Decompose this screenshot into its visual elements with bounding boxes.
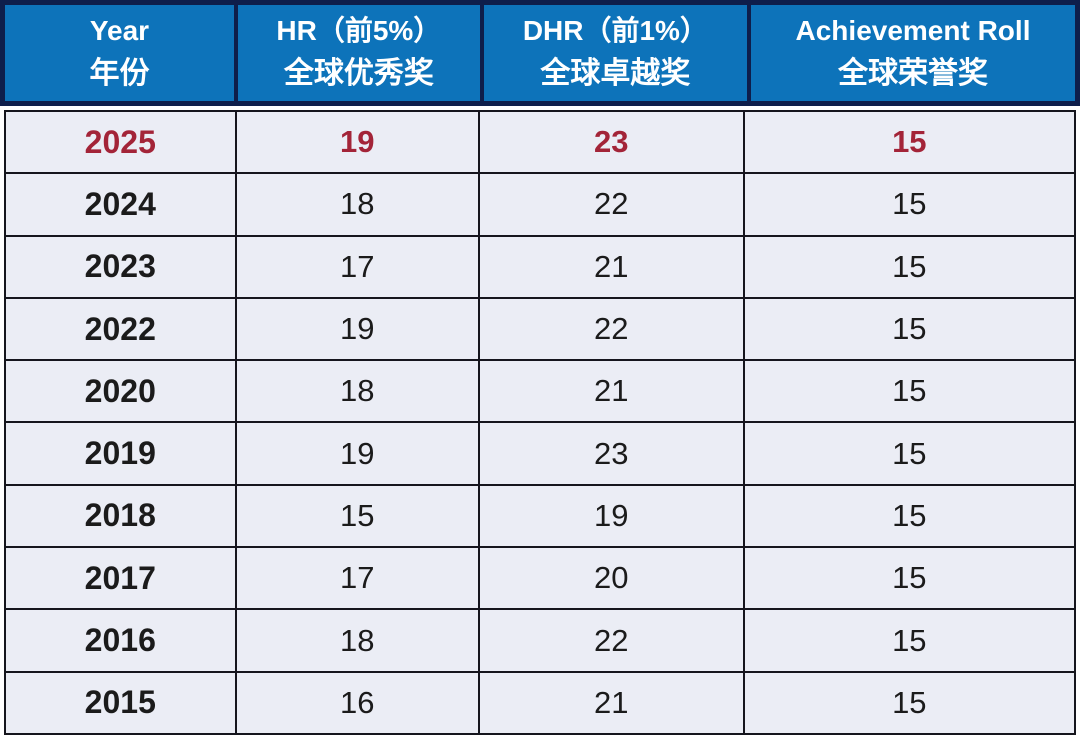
table-row-2018-hr: 15 — [236, 485, 478, 547]
table-row-2020-ar: 15 — [744, 361, 1074, 422]
column-header-achievement-roll-zh: 全球荣誉奖 — [838, 57, 988, 90]
column-header-year-zh: 年份 — [89, 57, 150, 90]
table-row-2019-year: 2019 — [6, 423, 235, 484]
table-row-2017-dhr: 20 — [479, 548, 743, 609]
table-row-2020-hr: 18 — [236, 361, 478, 422]
table-row-2019-hr: 19 — [236, 423, 478, 484]
table-row-2018-year: 2018 — [6, 485, 235, 547]
table-row-2017-hr: 17 — [236, 548, 478, 609]
table-row-2025-dhr: 23 — [479, 112, 743, 173]
table-row-2017-year: 2017 — [6, 548, 235, 609]
table-header-row: Year 年份 HR（前5%） 全球优秀奖 DHR（前1%） 全球卓越奖 Ach… — [0, 0, 1080, 106]
table-row-2024-hr: 18 — [236, 174, 478, 235]
column-header-achievement-roll: Achievement Roll 全球荣誉奖 — [751, 5, 1075, 101]
table-row-2019-ar: 15 — [744, 423, 1074, 484]
column-header-dhr-en: DHR（前1%） — [522, 15, 708, 46]
table-row-2015-ar: 15 — [744, 672, 1074, 733]
table-row-2023-year: 2023 — [6, 236, 235, 297]
table-row-2018-ar: 15 — [744, 485, 1074, 547]
table-row-2023-ar: 15 — [744, 236, 1074, 297]
table-row-2022-dhr: 22 — [479, 298, 743, 360]
column-header-year-en: Year — [89, 15, 150, 46]
table-row-2016-dhr: 22 — [479, 610, 743, 671]
table-row-2019-dhr: 23 — [479, 423, 743, 484]
column-header-dhr-zh: 全球卓越奖 — [540, 57, 691, 90]
table-body: 2025 19 23 15 2024 18 22 15 2023 17 21 1… — [4, 110, 1076, 735]
column-header-achievement-roll-en: Achievement Roll — [795, 15, 1031, 46]
table-row-2025-hr: 19 — [236, 112, 478, 173]
table-row-2015-hr: 16 — [236, 672, 478, 733]
table-row-2017-ar: 15 — [744, 548, 1074, 609]
table-row-2024-year: 2024 — [6, 174, 235, 235]
table-row-2020-year: 2020 — [6, 361, 235, 422]
table-row-2015-year: 2015 — [6, 672, 235, 733]
table-row-2025-year: 2025 — [6, 112, 235, 173]
table-row-2015-dhr: 21 — [479, 672, 743, 733]
table-row-2023-dhr: 21 — [479, 236, 743, 297]
table-row-2024-dhr: 22 — [479, 174, 743, 235]
column-header-year: Year 年份 — [5, 5, 234, 101]
table-row-2018-dhr: 19 — [479, 485, 743, 547]
table-row-2025-ar: 15 — [744, 112, 1074, 173]
table-row-2022-year: 2022 — [6, 298, 235, 360]
table-row-2016-year: 2016 — [6, 610, 235, 671]
table-row-2020-dhr: 21 — [479, 361, 743, 422]
table-row-2022-hr: 19 — [236, 298, 478, 360]
column-header-hr: HR（前5%） 全球优秀奖 — [237, 5, 480, 101]
table-row-2016-hr: 18 — [236, 610, 478, 671]
table-row-2016-ar: 15 — [744, 610, 1074, 671]
column-header-hr-zh: 全球优秀奖 — [283, 57, 434, 90]
column-header-hr-en: HR（前5%） — [276, 15, 442, 46]
table-row-2024-ar: 15 — [744, 174, 1074, 235]
table-row-2023-hr: 17 — [236, 236, 478, 297]
column-header-dhr: DHR（前1%） 全球卓越奖 — [483, 5, 747, 101]
table-row-2022-ar: 15 — [744, 298, 1074, 360]
